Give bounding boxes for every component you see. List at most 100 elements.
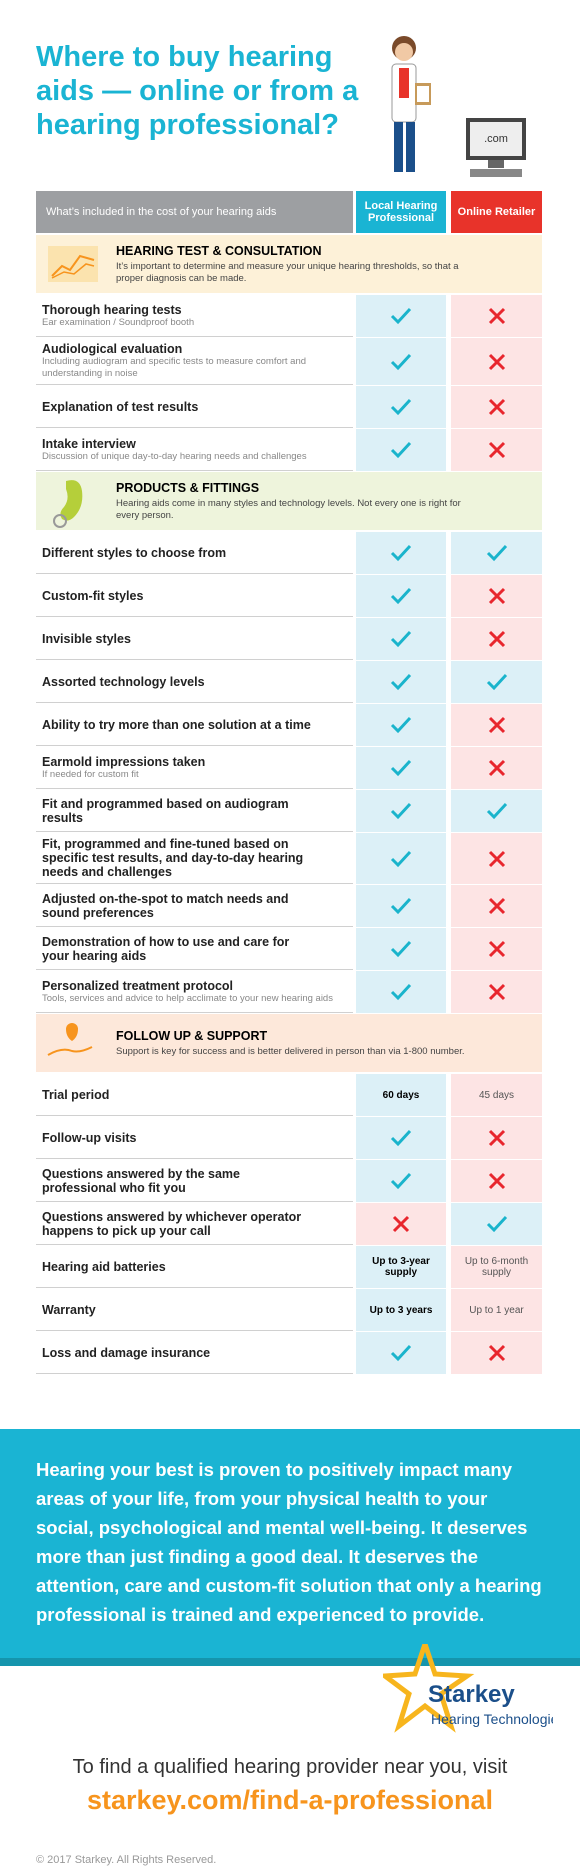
- row-label: Assorted technology levels: [36, 661, 353, 703]
- feature: Explanation of test results: [42, 399, 199, 414]
- table-row: Questions answered by the same professio…: [36, 1160, 542, 1202]
- cross-icon: [488, 983, 505, 1001]
- cell: [451, 338, 542, 385]
- cell: [451, 928, 542, 970]
- section-text: HEARING TEST & CONSULTATION It’s importan…: [116, 244, 466, 285]
- cross-icon: [488, 1344, 505, 1362]
- row-label: Warranty: [36, 1289, 353, 1331]
- url[interactable]: starkey.com/find-a-professional: [86, 1785, 494, 1815]
- cell: [451, 618, 542, 660]
- cell: [451, 885, 542, 927]
- check-icon: [486, 802, 507, 820]
- cell: [356, 1160, 446, 1202]
- cell-text: Up to 1 year: [451, 1289, 542, 1331]
- section-title: FOLLOW UP & SUPPORT: [116, 1028, 268, 1043]
- cross-icon: [488, 1129, 505, 1147]
- cross-icon: [488, 716, 505, 734]
- cell: [356, 1117, 446, 1159]
- cell: [451, 1160, 542, 1202]
- table-row: Explanation of test results: [36, 386, 542, 428]
- feature: Hearing aid batteries: [42, 1259, 166, 1274]
- feature-note: Tools, services and advice to help accli…: [42, 992, 333, 1004]
- feature: Assorted technology levels: [42, 674, 205, 689]
- table-row: Demonstration of how to use and care for…: [36, 928, 542, 970]
- check-icon: [390, 897, 412, 915]
- feature: Different styles to choose from: [42, 545, 227, 560]
- cell: [451, 1203, 542, 1245]
- section-description: Support is key for success and is better…: [116, 1045, 465, 1057]
- logo-name: Starkey: [428, 1681, 515, 1708]
- cell: [356, 618, 446, 660]
- row-label: Earmold impressions taken If needed for c…: [36, 747, 353, 789]
- cross-icon: [488, 398, 505, 416]
- row-label: Questions answered by the same professio…: [36, 1160, 353, 1202]
- cell-text: Up to 3 years: [356, 1289, 446, 1331]
- table-row: Trial period 60 days 45 days: [36, 1074, 542, 1116]
- cell: [356, 790, 446, 832]
- check-icon: [390, 307, 412, 325]
- cell: [451, 1332, 542, 1374]
- cell: [451, 790, 542, 832]
- check-icon: [390, 940, 412, 958]
- table-row: Personalized treatment protocol Tools, se…: [36, 971, 542, 1013]
- cross-icon: [488, 353, 505, 370]
- table-row: Audiological evaluation Including audiogr…: [36, 338, 542, 385]
- feature: Thorough hearing tests: [42, 302, 182, 317]
- cross-icon: [488, 850, 505, 867]
- section-icon: [48, 246, 98, 282]
- cell: [451, 1117, 542, 1159]
- cell: [451, 661, 542, 703]
- check-icon: [486, 1215, 507, 1233]
- cell: [356, 928, 446, 970]
- row-label: Fit and programmed based on audiogram re…: [36, 790, 353, 832]
- check-icon: [390, 441, 412, 459]
- feature: Ability to try more than one solution at…: [42, 717, 311, 732]
- cell: [451, 295, 542, 337]
- cell: [356, 532, 446, 574]
- cell: [356, 1203, 446, 1245]
- cell: [356, 429, 446, 471]
- table-row: Custom-fit styles: [36, 575, 542, 617]
- check-icon: [390, 544, 412, 562]
- check-icon: [390, 983, 412, 1001]
- row-label: Loss and damage insurance: [36, 1332, 353, 1374]
- table-row: Questions answered by whichever operator…: [36, 1203, 542, 1245]
- cell: [356, 1332, 446, 1374]
- section-icon: [53, 480, 83, 528]
- check-icon: [390, 1172, 412, 1190]
- table-header: What’s included in the cost of your hear…: [36, 191, 542, 233]
- section-header: FOLLOW UP & SUPPORT Support is key for su…: [36, 1014, 542, 1072]
- message: Hearing your best is proven to positivel…: [36, 1459, 542, 1625]
- table-row: Follow-up visits: [36, 1117, 542, 1159]
- cell: [451, 704, 542, 746]
- check-icon: [390, 587, 412, 605]
- cross-icon: [488, 587, 505, 605]
- feature: Invisible styles: [42, 631, 131, 646]
- feature: Intake interview: [42, 436, 136, 451]
- cell: [356, 295, 446, 337]
- feature: Loss and damage insurance: [42, 1345, 211, 1360]
- table-row: Fit, programmed and fine-tuned based on …: [36, 833, 542, 884]
- cell: [356, 833, 446, 884]
- check-icon: [390, 759, 412, 777]
- table-row: Invisible styles: [36, 618, 542, 660]
- row-label: Trial period: [36, 1074, 353, 1116]
- feature: Questions answered by whichever operator…: [42, 1209, 302, 1238]
- feature: Custom-fit styles: [42, 588, 144, 603]
- cell-text: Up to 3-year supply: [356, 1246, 446, 1288]
- table-row: Intake interview Discussion of unique day…: [36, 429, 542, 471]
- cell: [451, 575, 542, 617]
- cta: To find a qualified hearing provider nea…: [72, 1756, 508, 1778]
- row-label: Questions answered by whichever operator…: [36, 1203, 353, 1245]
- feature: Audiological evaluation: [42, 342, 183, 356]
- cell: [451, 971, 542, 1013]
- row-label: Personalized treatment protocol Tools, se…: [36, 971, 353, 1013]
- cell: [451, 747, 542, 789]
- feature: Fit and programmed based on audiogram re…: [42, 796, 289, 825]
- feature: Adjusted on-the-spot to match needs and …: [42, 891, 289, 920]
- check-icon: [390, 1344, 412, 1362]
- table-row: Thorough hearing tests Ear examination / …: [36, 295, 542, 337]
- title: Where to buy hearing aids — online or fr…: [36, 41, 359, 141]
- cross-icon: [488, 307, 505, 325]
